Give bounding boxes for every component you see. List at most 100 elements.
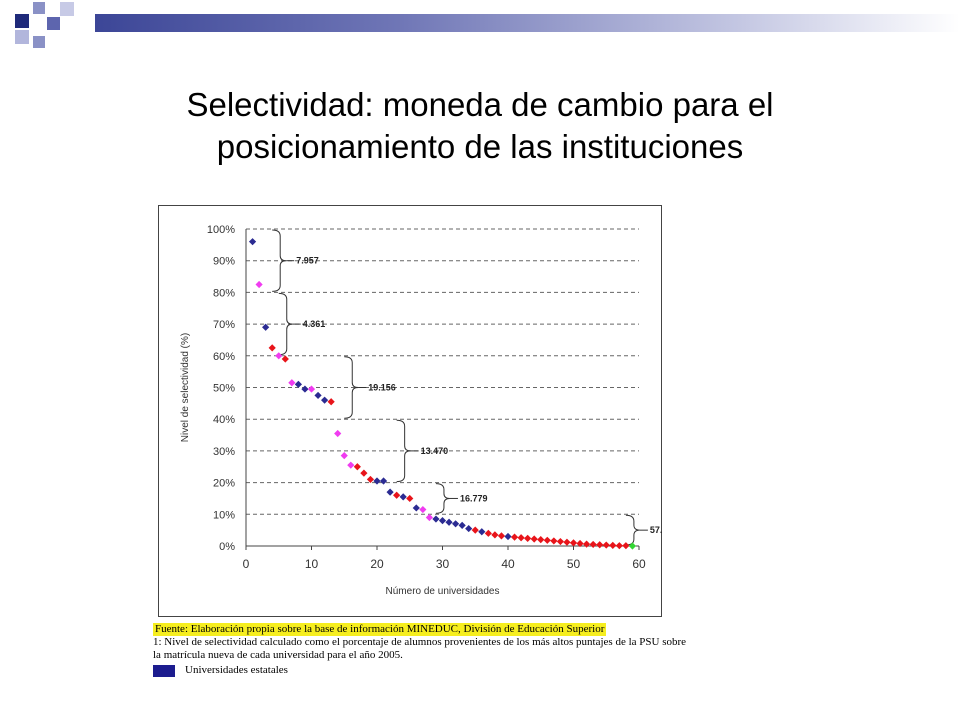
data-point: [412, 504, 420, 512]
bracket-label: 13.470: [421, 446, 449, 456]
data-point: [543, 536, 551, 544]
x-tick-label: 30: [436, 557, 450, 571]
data-point: [491, 531, 499, 539]
data-point: [360, 469, 368, 477]
y-tick-label: 40%: [213, 414, 235, 426]
data-point: [550, 537, 558, 545]
data-point: [275, 352, 283, 360]
data-point: [609, 541, 617, 549]
footnote-line-1: 1: Nivel de selectividad calculado como …: [153, 636, 687, 648]
y-tick-label: 90%: [213, 256, 235, 268]
bracket-label: 4.361: [303, 319, 326, 329]
data-point: [589, 540, 597, 549]
data-point: [334, 429, 342, 438]
deco-square-6: [33, 36, 45, 48]
deco-square-5: [15, 30, 29, 44]
bracket-label: 7.957: [296, 256, 319, 266]
y-tick-label: 60%: [213, 351, 235, 363]
y-tick-label: 30%: [213, 446, 235, 458]
y-tick-label: 10%: [213, 509, 235, 521]
y-axis-title: Nivel de selectividad (%): [180, 333, 191, 443]
data-point: [268, 344, 276, 352]
data-point: [471, 526, 479, 534]
y-tick-label: 80%: [213, 287, 235, 299]
data-point: [281, 355, 289, 363]
bracket-2: [278, 292, 293, 356]
y-tick-label: 20%: [213, 478, 235, 490]
data-point: [307, 385, 316, 393]
deco-square-1: [15, 14, 29, 28]
data-point: [497, 532, 506, 540]
data-point: [373, 477, 381, 485]
data-point: [556, 537, 564, 546]
data-point: [255, 280, 263, 289]
data-point: [327, 398, 335, 406]
y-tick-label: 0%: [219, 541, 235, 553]
data-point: [248, 238, 257, 246]
chart-frame: [158, 205, 662, 617]
header-accent-bar: [95, 14, 960, 32]
data-point: [537, 536, 545, 544]
data-point: [524, 534, 532, 542]
data-point: [596, 541, 604, 549]
data-point: [288, 379, 296, 387]
deco-square-3: [47, 17, 60, 30]
slide-title-line-2: posicionamiento de las instituciones: [216, 128, 744, 165]
data-point: [504, 532, 512, 541]
data-point: [419, 505, 427, 514]
data-point: [465, 524, 473, 533]
x-tick-label: 40: [501, 557, 515, 571]
slide-title: Selectividad: moneda de cambio para el p…: [0, 84, 960, 168]
x-tick-label: 20: [370, 557, 384, 571]
data-point: [452, 520, 460, 528]
data-point: [510, 533, 519, 541]
data-point: [445, 518, 453, 526]
data-point: [530, 535, 538, 543]
deco-square-2: [33, 2, 45, 14]
data-point: [353, 463, 361, 471]
x-tick-label: 60: [632, 557, 646, 571]
data-point: [301, 385, 309, 393]
bracket-label: 57.677: [650, 525, 662, 535]
bracket-label: 19.156: [368, 383, 396, 393]
data-point: [517, 534, 525, 542]
y-tick-label: 50%: [213, 383, 235, 395]
slide-title-line-1: Selectividad: moneda de cambio para el: [186, 86, 774, 123]
data-point: [379, 477, 388, 485]
data-point: [458, 521, 466, 529]
footnote-line-2: la matrícula nueva de cada universidad p…: [153, 649, 403, 661]
source-note: Fuente: Elaboración propia sobre la base…: [153, 623, 607, 636]
legend: Universidades estatales: [153, 664, 813, 677]
x-tick-label: 0: [243, 557, 250, 571]
data-point: [622, 542, 630, 550]
data-point: [569, 539, 578, 547]
data-point: [602, 541, 610, 549]
data-point: [576, 539, 584, 548]
data-point: [484, 529, 492, 537]
data-point: [321, 396, 329, 404]
data-point: [393, 491, 401, 499]
bracket-6: [625, 514, 640, 546]
data-point: [294, 380, 302, 388]
x-tick-label: 10: [305, 557, 319, 571]
data-point: [583, 540, 591, 548]
data-point: [438, 517, 447, 525]
data-point: [386, 488, 394, 496]
data-point: [314, 391, 322, 400]
legend-label: Universidades estatales: [185, 664, 288, 676]
data-point: [432, 515, 440, 523]
x-axis-title: Número de universidades: [386, 586, 500, 597]
data-point: [615, 542, 623, 550]
data-point: [347, 461, 355, 469]
data-point: [478, 528, 486, 536]
data-point: [628, 542, 637, 550]
data-point: [366, 475, 375, 484]
notes-block: Fuente: Elaboración propia sobre la base…: [153, 623, 813, 677]
deco-square-4: [60, 2, 74, 16]
data-point: [563, 538, 571, 546]
y-tick-label: 100%: [207, 224, 235, 236]
x-tick-label: 50: [567, 557, 581, 571]
data-point: [399, 493, 407, 501]
y-tick-label: 70%: [213, 319, 235, 331]
bracket-label: 16.779: [460, 493, 488, 503]
